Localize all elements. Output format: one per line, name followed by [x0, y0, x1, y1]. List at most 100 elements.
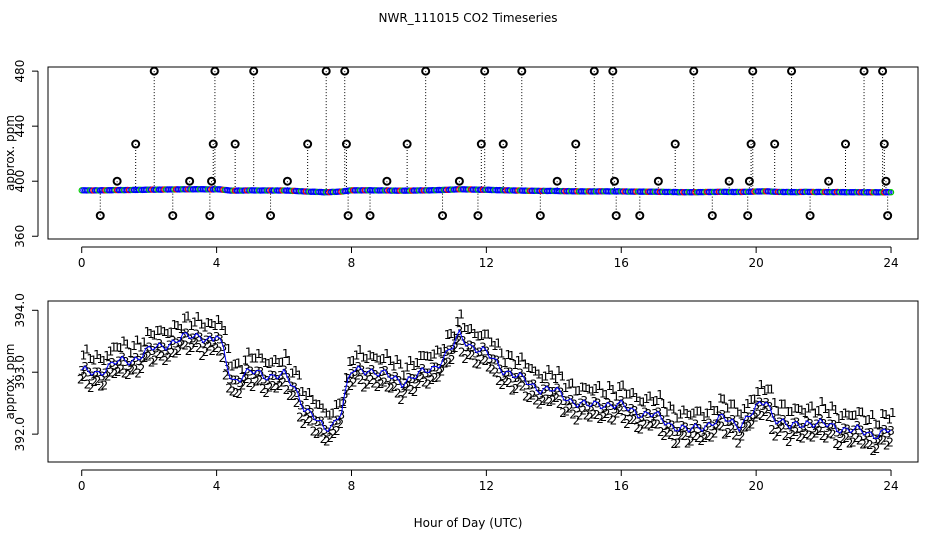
marker-level-2: 2 [289, 389, 297, 403]
marker-level-2: 2 [613, 406, 621, 420]
marker-level-2: 2 [714, 418, 722, 432]
figure-title: NWR_111015 CO2 Timeseries [379, 11, 558, 25]
marker-level-3: 3 [169, 334, 177, 348]
marker-level-1: 1 [272, 353, 280, 367]
marker-level-1: 1 [511, 358, 519, 372]
flag-point [266, 211, 276, 221]
marker-level-2: 2 [310, 424, 318, 438]
marker-level-2: 2 [208, 344, 216, 358]
marker-level-1: 1 [265, 357, 273, 371]
marker-level-1: 1 [649, 395, 657, 409]
flag-point [207, 176, 217, 186]
marker-level-3: 3 [189, 332, 197, 346]
flag-point [382, 176, 392, 186]
marker-level-1: 1 [703, 407, 711, 421]
marker-level-3: 3 [628, 402, 636, 416]
marker-level-3: 3 [365, 366, 373, 380]
marker-level-3: 3 [516, 367, 524, 381]
marker-level-2: 2 [883, 439, 891, 453]
marker-level-1: 1 [90, 354, 98, 368]
marker-level-1: 1 [117, 341, 125, 355]
marker-level-3: 3 [746, 411, 754, 425]
marker-level-3: 3 [108, 356, 116, 370]
marker-level-1: 1 [238, 363, 246, 377]
marker-level-1: 1 [336, 396, 344, 410]
marker-level-1: 1 [633, 391, 641, 405]
marker-level-2: 2 [374, 380, 382, 394]
marker-level-2: 2 [141, 351, 149, 365]
flag-point [185, 176, 195, 186]
marker-level-1: 1 [744, 397, 752, 411]
marker-level-2: 2 [458, 346, 466, 360]
marker-level-2: 2 [529, 388, 537, 402]
marker-level-3: 3 [449, 343, 457, 357]
marker-level-1: 1 [386, 354, 394, 368]
marker-level-2: 2 [131, 362, 139, 376]
marker-level-2: 2 [583, 408, 591, 422]
flag-point [473, 211, 483, 221]
marker-level-1: 1 [734, 406, 742, 420]
marker-level-2: 2 [876, 434, 884, 448]
marker-level-2: 2 [805, 428, 813, 442]
marker-level-1: 1 [332, 398, 340, 412]
marker-level-1: 1 [778, 398, 786, 412]
marker-level-2: 2 [175, 344, 183, 358]
marker-level-2: 2 [94, 374, 102, 388]
marker-level-1: 1 [784, 405, 792, 419]
marker-level-2: 2 [350, 375, 358, 389]
marker-level-3: 3 [402, 377, 410, 391]
marker-level-2: 2 [687, 434, 695, 448]
marker-level-2: 2 [100, 379, 108, 393]
marker-level-1: 1 [214, 313, 222, 327]
marker-level-1: 1 [481, 328, 489, 342]
marker-level-1: 1 [403, 360, 411, 374]
flag-point [552, 176, 562, 186]
marker-level-2: 2 [785, 435, 793, 449]
marker-level-3: 3 [479, 341, 487, 355]
marker-level-2: 2 [347, 379, 355, 393]
marker-level-1: 1 [730, 398, 738, 412]
plot-frame [47, 66, 919, 240]
marker-level-2: 2 [566, 401, 574, 415]
marker-level-2: 2 [367, 373, 375, 387]
marker-level-1: 1 [697, 404, 705, 418]
marker-level-3: 3 [176, 335, 184, 349]
marker-level-2: 2 [195, 341, 203, 355]
marker-level-2: 2 [158, 349, 166, 363]
marker-level-2: 2 [728, 422, 736, 436]
marker-level-2: 2 [515, 376, 523, 390]
marker-level-3: 3 [277, 369, 285, 383]
marker-level-2: 2 [660, 429, 668, 443]
marker-level-1: 1 [322, 407, 330, 421]
marker-level-1: 1 [606, 379, 614, 393]
marker-level-2: 2 [337, 417, 345, 431]
marker-level-1: 1 [879, 407, 887, 421]
marker-level-1: 1 [221, 324, 229, 338]
x-tick-label: 12 [479, 479, 494, 493]
marker-level-1: 1 [545, 363, 553, 377]
marker-level-3: 3 [321, 423, 329, 437]
marker-level-3: 3 [392, 370, 400, 384]
marker-level-2: 2 [846, 436, 854, 450]
x-tick-label: 0 [78, 256, 86, 270]
flag-point [343, 211, 353, 221]
marker-level-1: 1 [660, 397, 668, 411]
marker-level-2: 2 [256, 373, 264, 387]
marker-level-2: 2 [171, 347, 179, 361]
marker-level-1: 1 [181, 311, 189, 325]
marker-level-1: 1 [208, 317, 216, 331]
marker-level-3: 3 [759, 399, 767, 413]
marker-level-3: 3 [226, 373, 234, 387]
marker-level-3: 3 [624, 405, 632, 419]
marker-level-1: 1 [103, 349, 111, 363]
marker-level-2: 2 [519, 380, 527, 394]
marker-level-3: 3 [874, 432, 882, 446]
marker-level-1: 1 [380, 352, 388, 366]
marker-level-3: 3 [118, 350, 126, 364]
flag-point [321, 66, 331, 76]
marker-level-2: 2 [552, 391, 560, 405]
marker-level-2: 2 [401, 386, 409, 400]
marker-level-2: 2 [428, 373, 436, 387]
marker-level-1: 1 [798, 404, 806, 418]
marker-level-1: 1 [717, 392, 725, 406]
